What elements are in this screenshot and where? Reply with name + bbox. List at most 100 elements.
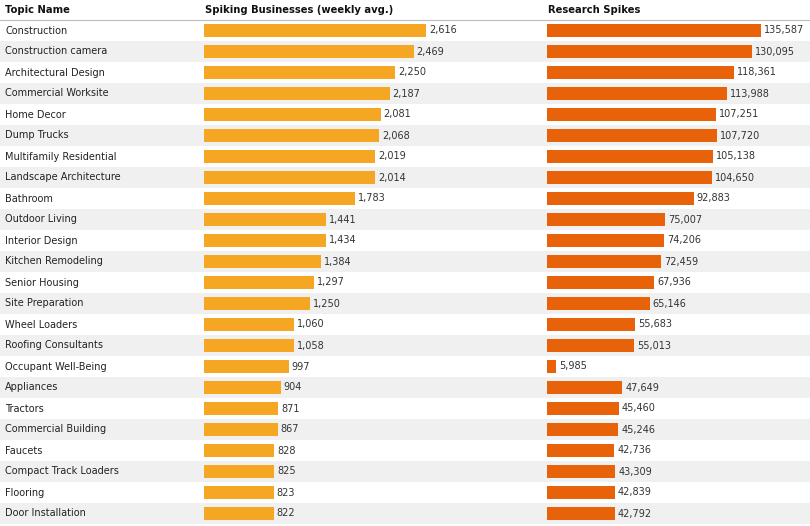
Bar <box>0 104 810 125</box>
Bar <box>204 234 326 247</box>
Bar <box>204 297 310 310</box>
Bar <box>204 339 294 352</box>
Bar <box>0 209 810 230</box>
Bar <box>547 234 664 247</box>
Bar <box>204 381 281 394</box>
Bar <box>204 129 380 142</box>
Text: 823: 823 <box>277 488 296 498</box>
Text: 1,058: 1,058 <box>296 340 325 350</box>
Text: Site Preparation: Site Preparation <box>5 298 83 309</box>
Bar <box>204 360 288 373</box>
Text: 104,650: 104,650 <box>715 173 755 183</box>
Bar <box>547 129 717 142</box>
Text: Research Spikes: Research Spikes <box>548 5 641 15</box>
Bar <box>547 150 713 163</box>
Text: 871: 871 <box>281 403 300 413</box>
Bar <box>0 293 810 314</box>
Bar <box>0 41 810 62</box>
Text: Dump Trucks: Dump Trucks <box>5 130 69 140</box>
Bar <box>204 486 274 499</box>
Text: Bathroom: Bathroom <box>5 194 53 204</box>
Bar <box>204 192 356 205</box>
Bar <box>0 83 810 104</box>
Bar <box>204 444 275 457</box>
Bar <box>0 419 810 440</box>
Text: 867: 867 <box>280 424 299 434</box>
Text: 47,649: 47,649 <box>625 382 659 392</box>
Bar <box>0 335 810 356</box>
Bar <box>547 297 650 310</box>
Text: Flooring: Flooring <box>5 488 45 498</box>
Text: 2,187: 2,187 <box>393 88 420 98</box>
Bar <box>547 87 727 100</box>
Text: Spiking Businesses (weekly avg.): Spiking Businesses (weekly avg.) <box>205 5 393 15</box>
Text: 72,459: 72,459 <box>664 257 698 267</box>
Text: Door Installation: Door Installation <box>5 509 86 519</box>
Bar <box>204 213 326 226</box>
Bar <box>0 377 810 398</box>
Text: Appliances: Appliances <box>5 382 58 392</box>
Bar <box>547 465 616 478</box>
Text: 997: 997 <box>292 361 310 371</box>
Text: 118,361: 118,361 <box>737 67 777 77</box>
Bar <box>0 0 810 20</box>
Text: 904: 904 <box>284 382 302 392</box>
Bar <box>0 524 810 526</box>
Text: Home Decor: Home Decor <box>5 109 66 119</box>
Bar <box>547 255 661 268</box>
Bar <box>204 507 274 520</box>
Bar <box>204 402 278 415</box>
Bar <box>547 213 665 226</box>
Text: Wheel Loaders: Wheel Loaders <box>5 319 77 329</box>
Bar <box>0 398 810 419</box>
Text: 107,720: 107,720 <box>720 130 761 140</box>
Bar <box>204 24 426 37</box>
Text: 65,146: 65,146 <box>653 298 687 309</box>
Text: 113,988: 113,988 <box>730 88 770 98</box>
Bar <box>547 360 556 373</box>
Bar <box>547 381 622 394</box>
Bar <box>547 318 635 331</box>
Text: 55,683: 55,683 <box>638 319 671 329</box>
Bar <box>204 171 375 184</box>
Text: Architectural Design: Architectural Design <box>5 67 104 77</box>
Text: Kitchen Remodeling: Kitchen Remodeling <box>5 257 103 267</box>
Text: 1,384: 1,384 <box>325 257 352 267</box>
Bar <box>547 24 761 37</box>
Text: 42,736: 42,736 <box>617 446 651 456</box>
Bar <box>204 255 322 268</box>
Bar <box>547 402 619 415</box>
Text: 825: 825 <box>277 467 296 477</box>
Bar <box>204 87 390 100</box>
Bar <box>547 108 716 121</box>
Bar <box>204 108 381 121</box>
Text: 74,206: 74,206 <box>667 236 701 246</box>
Text: 822: 822 <box>277 509 296 519</box>
Bar <box>547 507 615 520</box>
Text: 43,309: 43,309 <box>618 467 652 477</box>
Text: Landscape Architecture: Landscape Architecture <box>5 173 121 183</box>
Bar <box>0 167 810 188</box>
Bar <box>0 503 810 524</box>
Text: 2,469: 2,469 <box>416 46 444 56</box>
Text: 1,434: 1,434 <box>329 236 356 246</box>
Text: Senior Housing: Senior Housing <box>5 278 79 288</box>
Bar <box>0 272 810 293</box>
Bar <box>0 482 810 503</box>
Text: 1,060: 1,060 <box>297 319 325 329</box>
Text: Tractors: Tractors <box>5 403 44 413</box>
Bar <box>0 440 810 461</box>
Bar <box>0 188 810 209</box>
Text: 135,587: 135,587 <box>764 25 804 35</box>
Text: 42,839: 42,839 <box>617 488 651 498</box>
Bar <box>0 356 810 377</box>
Bar <box>0 230 810 251</box>
Bar <box>547 66 734 79</box>
Bar <box>204 318 294 331</box>
Bar <box>547 171 712 184</box>
Text: 45,246: 45,246 <box>621 424 655 434</box>
Bar <box>0 62 810 83</box>
Text: Multifamily Residential: Multifamily Residential <box>5 151 117 161</box>
Bar <box>0 461 810 482</box>
Bar <box>547 276 654 289</box>
